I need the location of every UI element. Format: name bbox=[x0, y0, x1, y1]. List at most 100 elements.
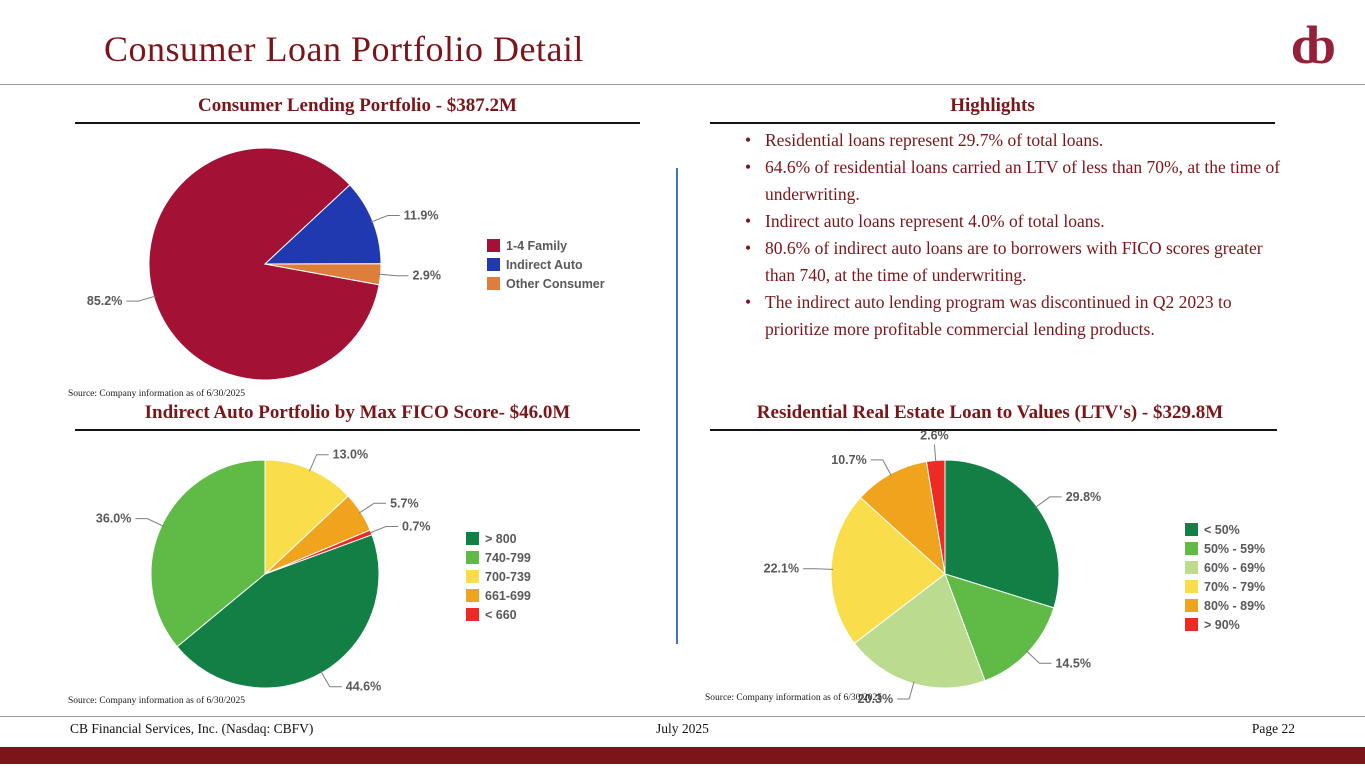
chart-heading-consumer-lending: Consumer Lending Portfolio - $387.2M bbox=[198, 95, 517, 116]
consumer-lending-pie-chart: 85.2% 11.9% 2.9% 1-4 Family Indirect Auto Ot… bbox=[70, 126, 650, 398]
cb-logo: cb bbox=[1291, 15, 1336, 75]
ltv-pie-chart: 29.8% 14.5% 20.3% 22.1% 10.7% 2.6% < 50% 50% -… bbox=[700, 428, 1285, 706]
highlight-bullet: Indirect auto loans represent 4.0% of to… bbox=[738, 208, 1283, 235]
legend-swatch bbox=[1185, 618, 1198, 631]
highlight-bullet: 80.6% of indirect auto loans are to borr… bbox=[738, 235, 1283, 289]
heading-underline bbox=[710, 429, 1277, 431]
legend-label: Other Consumer bbox=[506, 276, 605, 291]
highlight-bullet: The indirect auto lending program was di… bbox=[738, 289, 1283, 343]
pie-percent-label: 5.7% bbox=[390, 496, 419, 510]
highlight-bullet: Residential loans represent 29.7% of tot… bbox=[738, 127, 1283, 154]
legend-item: Indirect Auto bbox=[487, 255, 605, 274]
highlights-heading: Highlights bbox=[950, 95, 1035, 116]
legend-swatch bbox=[1185, 599, 1198, 612]
legend-swatch bbox=[466, 532, 479, 545]
label-leader-line bbox=[870, 459, 892, 476]
pie-canvas: 29.8% 14.5% 20.3% 22.1% 10.7% 2.6% bbox=[764, 428, 1101, 706]
legend-item: 740-799 bbox=[466, 548, 531, 567]
legend-item: > 800 bbox=[466, 529, 531, 548]
pie-canvas: 44.6% 36.0% 13.0% 5.7% 0.7% bbox=[96, 448, 431, 694]
legend-label: 740-799 bbox=[485, 550, 531, 565]
footer-page-number: Page 22 bbox=[1251, 721, 1295, 736]
legend-item: 60% - 69% bbox=[1185, 558, 1265, 577]
legend-item: > 90% bbox=[1185, 615, 1265, 634]
legend-swatch bbox=[1185, 580, 1198, 593]
legend-swatch bbox=[487, 258, 500, 271]
legend-label: < 50% bbox=[1204, 522, 1240, 537]
legend-item: 1-4 Family bbox=[487, 236, 605, 255]
legend-swatch bbox=[487, 239, 500, 252]
legend-item: 700-739 bbox=[466, 567, 531, 586]
pie-percent-label: 13.0% bbox=[333, 448, 368, 462]
legend-label: 80% - 89% bbox=[1204, 598, 1266, 613]
legend-label: 70% - 79% bbox=[1204, 579, 1266, 594]
chart-heading-fico: Indirect Auto Portfolio by Max FICO Scor… bbox=[144, 402, 571, 423]
pie-canvas: 85.2% 11.9% 2.9% bbox=[87, 147, 441, 381]
legend-label: > 800 bbox=[485, 531, 517, 546]
legend-label: 50% - 59% bbox=[1204, 541, 1266, 556]
label-leader-line bbox=[135, 518, 164, 527]
pie-percent-label: 20.3% bbox=[858, 692, 893, 706]
label-leader-line bbox=[803, 568, 834, 570]
chart-legend: 1-4 Family Indirect Auto Other Consumer bbox=[487, 236, 605, 293]
chart-legend: < 50% 50% - 59% 60% - 69% 70% - 79% 80% - 89… bbox=[1185, 520, 1265, 634]
footer-accent-bar bbox=[0, 747, 1365, 764]
legend-item: < 50% bbox=[1185, 520, 1265, 539]
source-note: Source: Company information as of 6/30/2… bbox=[68, 389, 246, 399]
pie-percent-label: 2.6% bbox=[920, 428, 949, 442]
pie-percent-label: 29.8% bbox=[1066, 490, 1101, 504]
fico-score-pie-chart: 44.6% 36.0% 13.0% 5.7% 0.7% > 800 740-799 700-… bbox=[70, 434, 650, 706]
heading-underline bbox=[75, 429, 640, 431]
pie-percent-label: 0.7% bbox=[402, 520, 431, 534]
heading-underline bbox=[710, 122, 1275, 124]
legend-item: 50% - 59% bbox=[1185, 539, 1265, 558]
legend-label: < 660 bbox=[485, 607, 517, 622]
label-leader-line bbox=[1026, 650, 1052, 664]
legend-swatch bbox=[1185, 542, 1198, 555]
page-title: Consumer Loan Portfolio Detail bbox=[104, 29, 584, 69]
highlights-list: Residential loans represent 29.7% of tot… bbox=[738, 127, 1283, 343]
legend-item: 80% - 89% bbox=[1185, 596, 1265, 615]
label-leader-line bbox=[126, 295, 156, 302]
pie-percent-label: 14.5% bbox=[1055, 656, 1090, 670]
footer-divider bbox=[0, 716, 1365, 717]
legend-swatch bbox=[466, 608, 479, 621]
legend-label: 60% - 69% bbox=[1204, 560, 1266, 575]
legend-item: 661-699 bbox=[466, 586, 531, 605]
pie-percent-label: 22.1% bbox=[764, 562, 799, 576]
legend-label: Indirect Auto bbox=[506, 257, 583, 272]
heading-underline bbox=[75, 122, 640, 124]
label-leader-line bbox=[369, 526, 399, 534]
legend-item: Other Consumer bbox=[487, 274, 605, 293]
label-leader-line bbox=[933, 444, 937, 463]
label-leader-line bbox=[320, 670, 342, 688]
legend-label: > 90% bbox=[1204, 617, 1240, 632]
pie-percent-label: 44.6% bbox=[346, 680, 381, 694]
pie-percent-label: 10.7% bbox=[831, 453, 866, 467]
column-divider-line bbox=[676, 168, 678, 644]
legend-label: 1-4 Family bbox=[506, 238, 568, 253]
footer-date: July 2025 bbox=[656, 721, 709, 736]
pie-percent-label: 85.2% bbox=[87, 294, 122, 308]
pie-percent-label: 36.0% bbox=[96, 512, 131, 526]
legend-swatch bbox=[466, 589, 479, 602]
legend-swatch bbox=[1185, 561, 1198, 574]
legend-swatch bbox=[1185, 523, 1198, 536]
pie-percent-label: 2.9% bbox=[412, 269, 441, 283]
highlight-bullet: 64.6% of residential loans carried an LT… bbox=[738, 154, 1283, 208]
legend-item: 70% - 79% bbox=[1185, 577, 1265, 596]
chart-heading-ltv: Residential Real Estate Loan to Values (… bbox=[756, 402, 1224, 423]
legend-item: < 660 bbox=[466, 605, 531, 624]
legend-label: 700-739 bbox=[485, 569, 531, 584]
label-leader-line bbox=[1034, 496, 1062, 509]
source-note: Source: Company information as of 6/30/2… bbox=[68, 696, 246, 706]
source-note: Source: Company information as of 6/30/2… bbox=[705, 693, 883, 703]
footer-company: CB Financial Services, Inc. (Nasdaq: CBF… bbox=[70, 721, 314, 736]
legend-label: 661-699 bbox=[485, 588, 531, 603]
legend-swatch bbox=[487, 277, 500, 290]
label-leader-line bbox=[358, 502, 387, 514]
pie-percent-label: 11.9% bbox=[404, 208, 439, 222]
legend-swatch bbox=[466, 551, 479, 564]
label-leader-line bbox=[897, 681, 915, 700]
